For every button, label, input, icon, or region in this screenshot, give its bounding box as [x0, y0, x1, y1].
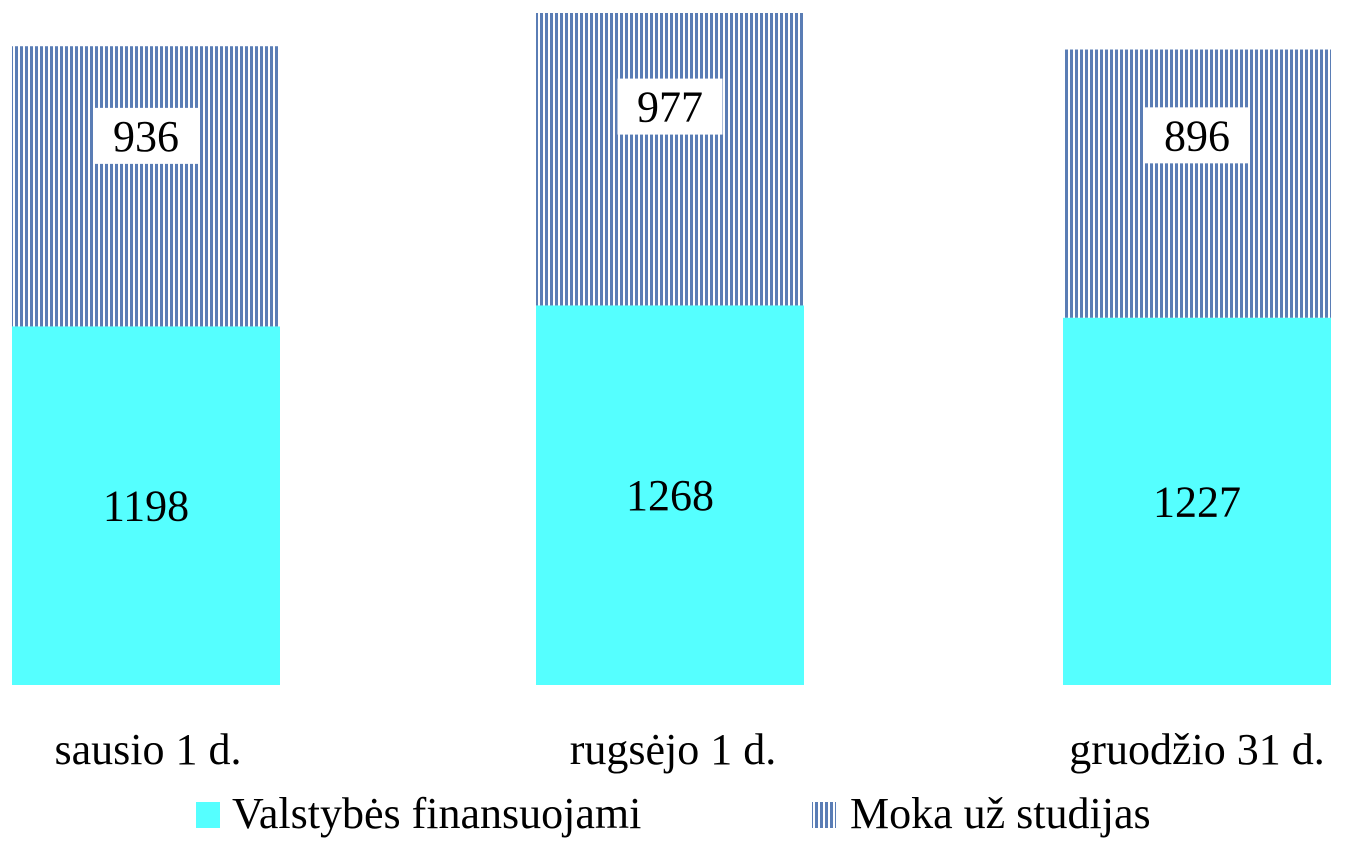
legend-swatch-valstybes-finansuojami: [196, 802, 220, 828]
data-label-moka-uz-studijas-sausio-1-d: 936: [113, 112, 179, 161]
bar-valstybes-finansuojami-sausio-1-d: [12, 326, 280, 685]
bar-valstybes-finansuojami-rugsejo-1-d: [536, 305, 804, 685]
legend-item-moka-uz-studijas: Moka už studijas: [812, 789, 1151, 838]
category-label-sausio-1-d: sausio 1 d.: [55, 725, 242, 774]
data-label-box-moka-uz-studijas-rugsejo-1-d: [617, 78, 723, 135]
data-label-moka-uz-studijas-gruodzio-31-d: 896: [1164, 111, 1230, 160]
data-label-valstybes-finansuojami-rugsejo-1-d: 1268: [626, 471, 714, 520]
data-label-box-moka-uz-studijas-gruodzio-31-d: [1144, 107, 1250, 164]
bars-layer: [12, 13, 1331, 685]
data-label-valstybes-finansuojami-sausio-1-d: 1198: [103, 482, 189, 531]
data-label-box-moka-uz-studijas-sausio-1-d: [93, 107, 199, 164]
legend-label-valstybes-finansuojami: Valstybės finansuojami: [232, 789, 641, 838]
legend-label-moka-uz-studijas: Moka už studijas: [850, 789, 1151, 838]
category-labels-layer: sausio 1 d. rugsėjo 1 d. gruodžio 31 d.: [55, 725, 1325, 774]
category-label-rugsejo-1-d: rugsėjo 1 d.: [570, 725, 777, 774]
data-label-moka-uz-studijas-rugsejo-1-d: 977: [637, 83, 703, 132]
bar-valstybes-finansuojami-gruodzio-31-d: [1063, 317, 1331, 685]
bar-moka-uz-studijas-rugsejo-1-d: [536, 13, 804, 306]
category-label-gruodzio-31-d: gruodžio 31 d.: [1069, 725, 1324, 774]
legend: Valstybės finansuojami Moka už studijas: [196, 789, 1151, 838]
data-labels-layer: 1198 936 1268 977 1227 896: [93, 78, 1250, 531]
bar-moka-uz-studijas-gruodzio-31-d: [1063, 49, 1331, 318]
legend-item-valstybes-finansuojami: Valstybės finansuojami: [196, 789, 641, 838]
legend-swatch-moka-uz-studijas: [812, 802, 836, 828]
bar-moka-uz-studijas-sausio-1-d: [12, 46, 280, 327]
data-label-valstybes-finansuojami-gruodzio-31-d: 1227: [1153, 477, 1241, 526]
